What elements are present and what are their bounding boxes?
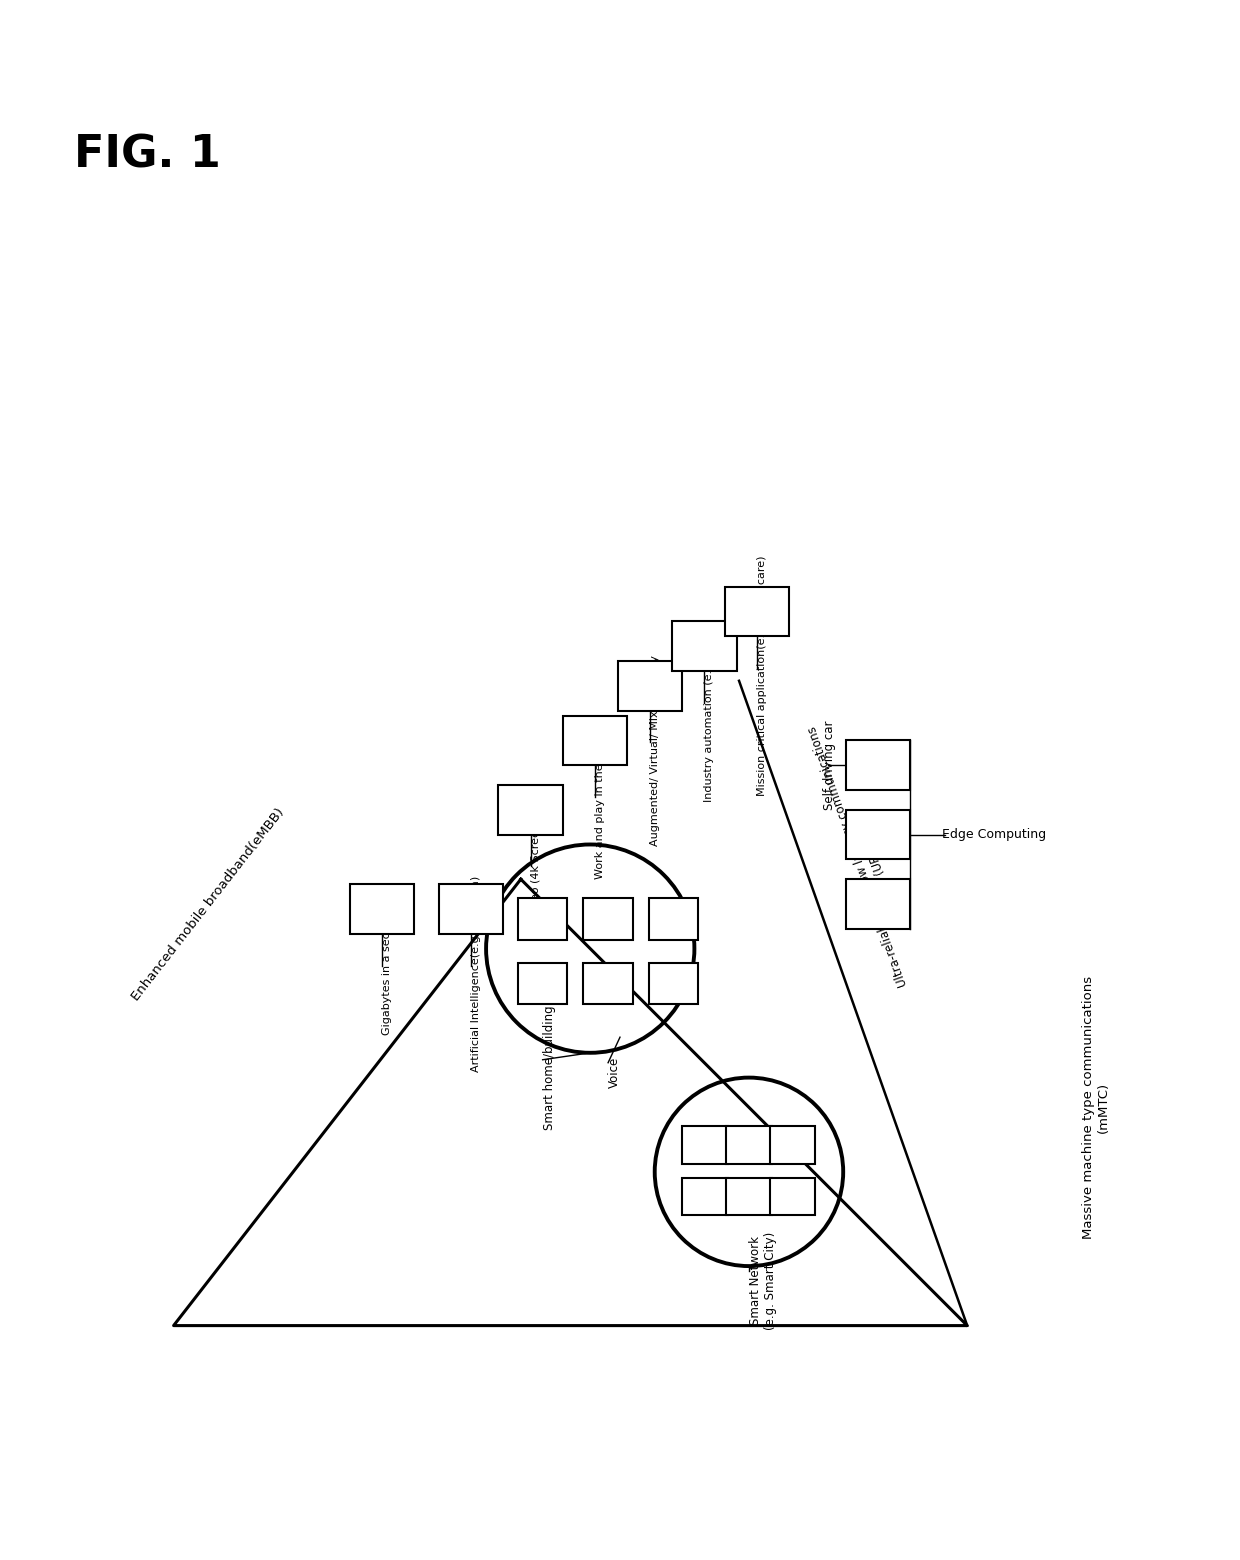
Text: Massive machine type communications
(mMTC): Massive machine type communications (mMT… <box>1083 977 1110 1239</box>
FancyBboxPatch shape <box>846 741 910 789</box>
Text: Work and play in the cloud: Work and play in the cloud <box>595 730 605 880</box>
FancyBboxPatch shape <box>770 1178 816 1215</box>
FancyBboxPatch shape <box>727 1178 771 1215</box>
Text: Edge Computing: Edge Computing <box>942 828 1047 841</box>
FancyBboxPatch shape <box>439 885 503 934</box>
FancyBboxPatch shape <box>618 661 682 710</box>
FancyBboxPatch shape <box>682 1126 728 1164</box>
FancyBboxPatch shape <box>672 621 737 671</box>
Text: Industry automation (e.g. Robot): Industry automation (e.g. Robot) <box>704 619 714 802</box>
FancyBboxPatch shape <box>649 963 698 1005</box>
Text: Gigabytes in a second: Gigabytes in a second <box>382 911 392 1036</box>
Text: Augmented/ Virtual/ Mixed Reality: Augmented/ Virtual/ Mixed Reality <box>650 655 660 846</box>
FancyBboxPatch shape <box>682 1178 728 1215</box>
Text: Ultra-reliable and low latency communications
(URLLC): Ultra-reliable and low latency communica… <box>806 719 924 989</box>
Text: Self driving car: Self driving car <box>823 721 836 810</box>
Text: Smart home/building: Smart home/building <box>543 1005 556 1129</box>
FancyBboxPatch shape <box>770 1126 816 1164</box>
FancyBboxPatch shape <box>518 899 568 939</box>
Text: Smart Network
(e.g. Smart City): Smart Network (e.g. Smart City) <box>749 1232 777 1331</box>
FancyBboxPatch shape <box>727 1126 771 1164</box>
Text: Voice: Voice <box>608 1058 621 1089</box>
Text: Enhanced mobile broadband(eMBB): Enhanced mobile broadband(eMBB) <box>129 807 286 1003</box>
Text: 3D video (4k Screens): 3D video (4k Screens) <box>531 813 541 936</box>
FancyBboxPatch shape <box>649 899 698 939</box>
Text: Mission critical application(e.g. healthcare): Mission critical application(e.g. health… <box>756 555 766 796</box>
FancyBboxPatch shape <box>498 785 563 835</box>
FancyBboxPatch shape <box>563 716 627 764</box>
Text: Artificial Intelligence(e.g. Big Data): Artificial Intelligence(e.g. Big Data) <box>471 875 481 1072</box>
FancyBboxPatch shape <box>350 885 414 934</box>
FancyBboxPatch shape <box>583 963 632 1005</box>
FancyBboxPatch shape <box>846 880 910 928</box>
FancyBboxPatch shape <box>846 810 910 860</box>
Text: FIG. 1: FIG. 1 <box>74 134 221 176</box>
FancyBboxPatch shape <box>583 899 632 939</box>
FancyBboxPatch shape <box>724 587 789 636</box>
FancyBboxPatch shape <box>518 963 568 1005</box>
